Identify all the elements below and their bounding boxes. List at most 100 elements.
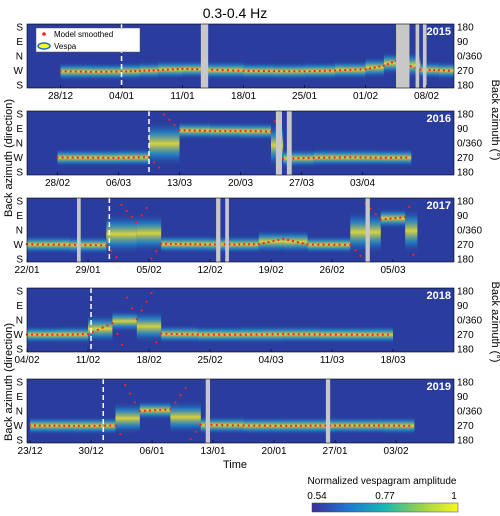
- panel-2016: 2016 S 180 E 90 N 0/360 W 270 S 180 28/02 06/03 13/03…: [14, 110, 483, 190]
- vespa-band-segment: [112, 310, 137, 333]
- model-point: [308, 70, 311, 73]
- vespa-band-segment: [106, 213, 137, 255]
- model-point: [363, 424, 366, 427]
- chart-title: 0.3-0.4 Hz: [203, 5, 268, 21]
- model-point: [311, 243, 315, 246]
- model-point: [333, 156, 336, 159]
- year-label: 2018: [427, 290, 451, 302]
- model-point: [382, 424, 385, 427]
- model-point: [91, 330, 94, 334]
- x-tick-label: 18/02: [136, 355, 161, 366]
- x-tick-label: 06/01: [140, 446, 165, 457]
- left-tick-label: S: [16, 345, 23, 356]
- legend-box: [35, 27, 141, 53]
- model-point: [373, 66, 376, 69]
- panel-2015: 2015 S 180 E 90 N 0/360 W 270 S 180 28/12 04/01 11/01…: [14, 23, 483, 103]
- x-tick-label: 13/03: [167, 178, 192, 189]
- right-tick-label: 90: [457, 124, 469, 135]
- model-point: [376, 333, 379, 336]
- legend-model-label: Model smoothed: [54, 30, 113, 39]
- left-tick-label: S: [16, 110, 23, 121]
- data-gap: [415, 24, 420, 88]
- model-point: [419, 68, 422, 71]
- left-tick-label: W: [14, 240, 24, 251]
- model-point: [41, 333, 44, 336]
- x-tick-label: 12/02: [197, 265, 222, 276]
- model-point: [303, 333, 306, 336]
- right-tick-label: 90: [457, 211, 469, 222]
- data-gap: [325, 379, 331, 443]
- model-point: [282, 333, 285, 336]
- left-tick-label: W: [14, 66, 24, 77]
- model-point: [296, 241, 299, 244]
- model-point: [59, 70, 62, 73]
- left-tick-label: N: [16, 226, 23, 237]
- model-point: [219, 129, 222, 133]
- right-tick-label: 90: [457, 392, 469, 403]
- model-point: [283, 70, 286, 73]
- model-point: [193, 129, 196, 132]
- model-point: [178, 129, 181, 132]
- left-tick-label: W: [14, 153, 24, 164]
- model-point: [278, 70, 281, 73]
- model-point: [259, 130, 262, 133]
- model-point: [348, 424, 351, 427]
- model-point: [361, 333, 364, 336]
- left-tick-label: E: [16, 211, 23, 222]
- model-point: [138, 409, 141, 413]
- model-point: [349, 243, 352, 246]
- legend-model-marker: [42, 32, 46, 36]
- model-point: [328, 156, 331, 159]
- model-point: [125, 296, 129, 299]
- model-point: [84, 243, 87, 247]
- model-point: [234, 333, 237, 336]
- model-point: [53, 424, 56, 427]
- model-point: [344, 68, 347, 72]
- right-tick-label: 270: [457, 240, 474, 251]
- model-point: [324, 333, 327, 336]
- vespa-band-segment: [161, 324, 198, 344]
- vespa-band-segment: [258, 229, 284, 254]
- model-point: [381, 333, 384, 336]
- model-point: [374, 156, 377, 159]
- model-point: [273, 120, 277, 123]
- model-point: [349, 68, 352, 71]
- model-point: [125, 70, 128, 73]
- model-point: [282, 237, 285, 240]
- model-point: [318, 69, 321, 73]
- model-point: [369, 207, 372, 210]
- model-point: [38, 424, 41, 427]
- right-tick-label: 180: [457, 345, 474, 356]
- model-point: [369, 156, 372, 159]
- right-tick-label: 180: [457, 436, 474, 447]
- model-point: [196, 333, 199, 336]
- model-point: [314, 424, 317, 427]
- left-tick-label: S: [16, 287, 23, 298]
- data-gap: [225, 198, 229, 262]
- model-point: [382, 64, 385, 67]
- model-point: [252, 69, 255, 73]
- vespa-band-segment: [438, 61, 454, 80]
- model-point: [52, 243, 55, 246]
- model-point: [184, 242, 187, 246]
- colorbar-label: Normalized vespagram amplitude: [308, 476, 457, 487]
- x-tick-label: 28/12: [48, 91, 73, 102]
- left-tick-label: N: [16, 316, 23, 327]
- model-point: [142, 156, 146, 159]
- panel-2018: 2018 S 180 E 90 N 0/360 W 270 S 180 04/02 11/02 18/02…: [14, 287, 483, 367]
- model-point: [30, 333, 34, 336]
- model-point: [86, 156, 90, 159]
- model-point: [277, 238, 280, 242]
- model-point: [58, 424, 61, 427]
- model-point: [154, 409, 157, 412]
- left-tick-label: E: [16, 392, 23, 403]
- model-point: [274, 424, 277, 427]
- vespa-band-segment: [383, 51, 397, 75]
- colorbar-tick-max: 1: [451, 491, 457, 502]
- model-point: [216, 68, 219, 72]
- panel-border: [26, 197, 455, 263]
- model-point: [105, 70, 108, 73]
- legend-vespa-marker: [37, 42, 51, 50]
- x-tick-label: 04/02: [14, 355, 39, 366]
- model-point: [33, 424, 37, 427]
